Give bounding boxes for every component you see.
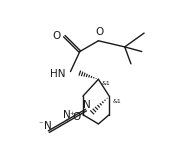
Text: &1: &1	[102, 81, 110, 86]
Text: O: O	[96, 27, 104, 37]
Text: N: N	[44, 121, 52, 131]
Text: O: O	[52, 31, 60, 41]
Text: O: O	[73, 112, 81, 122]
Text: &1: &1	[112, 99, 121, 104]
Text: N: N	[63, 110, 70, 120]
Text: +: +	[70, 111, 75, 116]
Text: ⁻: ⁻	[38, 120, 43, 129]
Text: N: N	[83, 100, 91, 110]
Text: HN: HN	[50, 69, 66, 79]
